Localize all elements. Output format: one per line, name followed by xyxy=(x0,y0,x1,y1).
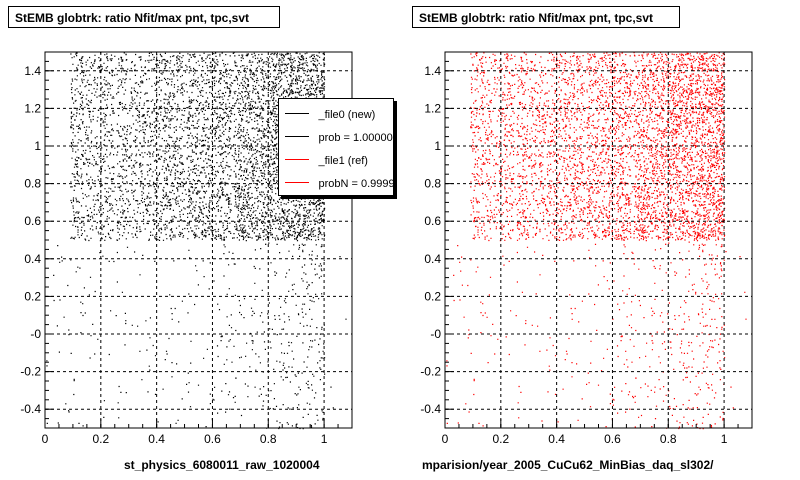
y-tick-label: 0.8 xyxy=(24,177,41,191)
legend: _file0 (new) prob = 1.000000 _file1 (ref… xyxy=(278,98,394,196)
y-tick-label: -0.4 xyxy=(420,402,441,416)
x-tick-label: 0.4 xyxy=(548,432,565,446)
y-tick-label: -0 xyxy=(30,327,41,341)
x-tick-label: 0 xyxy=(442,432,449,446)
legend-line-ref xyxy=(285,159,309,161)
y-tick-label: 1.4 xyxy=(424,64,441,78)
y-tick-label: 1 xyxy=(434,139,441,153)
legend-entry-new: _file0 (new) xyxy=(285,105,376,121)
legend-entry-ref: _file1 (ref) xyxy=(285,151,368,167)
right-plot-title: StEMB globtrk: ratio Nfit/max pnt, tpc,s… xyxy=(412,6,680,28)
x-tick-label: 1 xyxy=(321,432,328,446)
x-tick-label: 0.6 xyxy=(204,432,221,446)
legend-label-probn: probN = 0.999977 xyxy=(318,178,394,190)
y-tick-label: 1.4 xyxy=(24,64,41,78)
y-tick-label: -0.2 xyxy=(20,365,41,379)
x-tick-label: 1 xyxy=(721,432,728,446)
scatter-points-1 xyxy=(446,52,747,430)
plot-border-0 xyxy=(44,51,353,429)
x-tick-label: 0 xyxy=(42,432,49,446)
right-footer-label: mparision/year_2005_CuCu62_MinBias_daq_s… xyxy=(422,458,714,472)
left-plot-title: StEMB globtrk: ratio Nfit/max pnt, tpc,s… xyxy=(8,6,280,28)
y-tick-label: 1.2 xyxy=(424,101,441,115)
x-tick-label: 0.2 xyxy=(492,432,509,446)
plot-border-1 xyxy=(444,51,753,429)
x-tick-label: 0.6 xyxy=(604,432,621,446)
x-tick-label: 0.8 xyxy=(260,432,277,446)
legend-line-prob xyxy=(285,136,309,138)
plot-frame-1 xyxy=(444,51,753,429)
y-tick-label: 1 xyxy=(34,139,41,153)
y-tick-label: 0.2 xyxy=(424,289,441,303)
y-tick-label: -0.4 xyxy=(20,402,41,416)
legend-line-new xyxy=(285,113,309,115)
y-tick-label: 0.6 xyxy=(424,214,441,228)
legend-line-probn xyxy=(285,182,309,184)
x-tick-label: 0.2 xyxy=(92,432,109,446)
y-tick-label: -0.2 xyxy=(420,365,441,379)
y-tick-label: -0 xyxy=(430,327,441,341)
x-tick-label: 0.8 xyxy=(660,432,677,446)
y-tick-label: 1.2 xyxy=(24,101,41,115)
y-tick-label: 0.6 xyxy=(24,214,41,228)
legend-entry-probn: probN = 0.999977 xyxy=(285,174,394,190)
legend-entry-prob: prob = 1.000000 xyxy=(285,128,394,144)
left-footer-label: st_physics_6080011_raw_1020004 xyxy=(124,458,320,472)
legend-label-prob: prob = 1.000000 xyxy=(318,132,394,144)
y-tick-label: 0.8 xyxy=(424,177,441,191)
legend-label-ref: _file1 (ref) xyxy=(318,155,368,167)
y-tick-label: 0.4 xyxy=(424,252,441,266)
y-tick-label: 0.2 xyxy=(24,289,41,303)
x-tick-label: 0.4 xyxy=(148,432,165,446)
y-tick-label: 0.4 xyxy=(24,252,41,266)
scatter-points-0 xyxy=(46,52,347,430)
legend-label-new: _file0 (new) xyxy=(318,109,376,121)
